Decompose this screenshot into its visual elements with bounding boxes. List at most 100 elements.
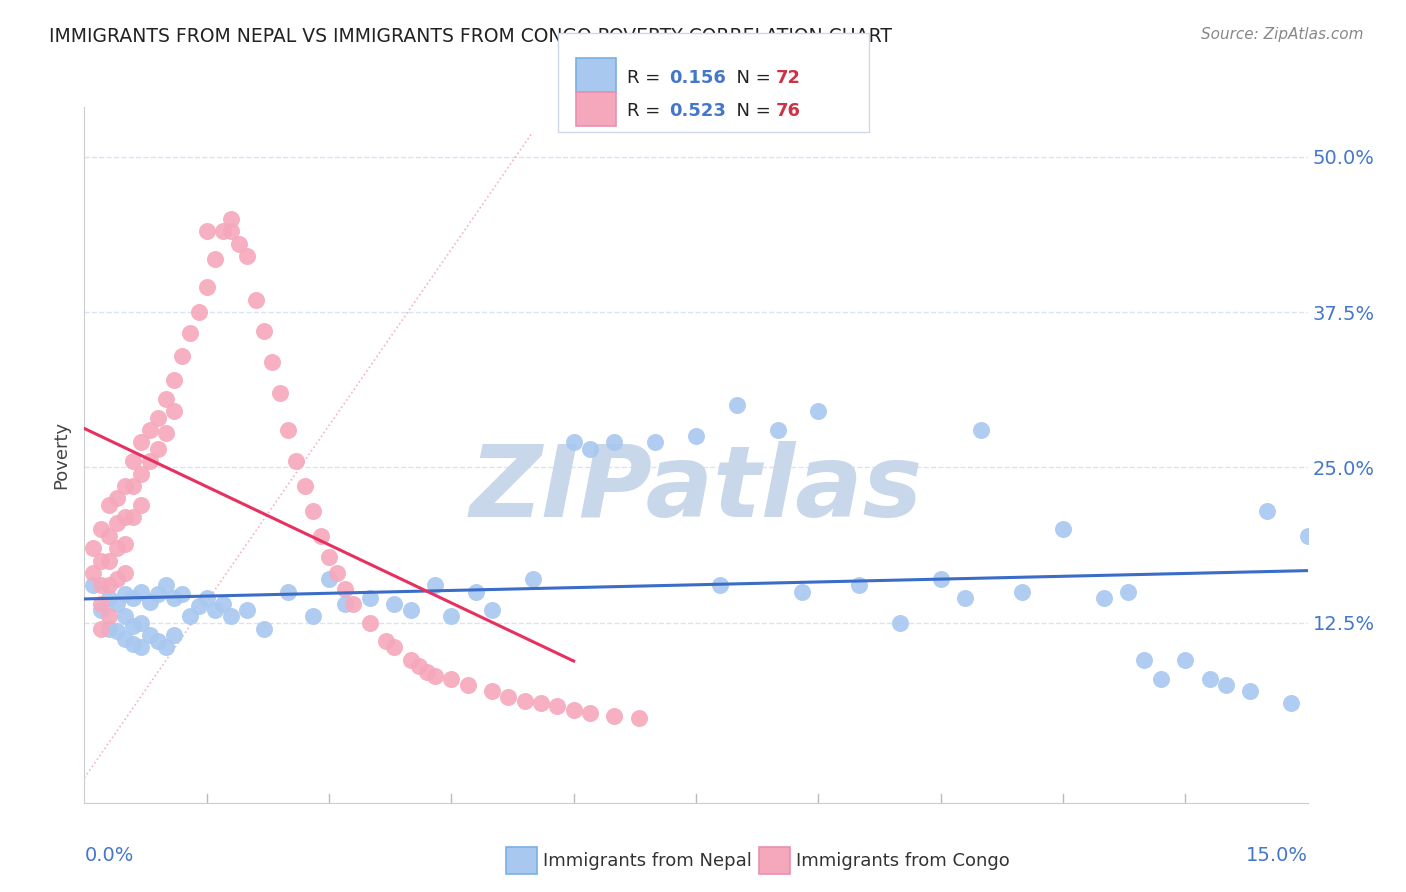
Point xyxy=(131,467,153,481)
Point xyxy=(97,498,120,512)
Point xyxy=(228,236,250,251)
Point xyxy=(399,603,422,617)
Point xyxy=(122,591,145,605)
Text: 72: 72 xyxy=(776,69,801,87)
Point xyxy=(382,640,405,655)
Point xyxy=(807,404,830,418)
Point xyxy=(138,454,160,468)
Point xyxy=(725,398,748,412)
Point xyxy=(172,587,194,601)
Point xyxy=(90,523,112,537)
Text: N =: N = xyxy=(725,103,778,120)
Text: 15.0%: 15.0% xyxy=(1246,847,1308,865)
Point xyxy=(155,640,177,655)
Point xyxy=(301,609,323,624)
Point xyxy=(179,609,201,624)
Point xyxy=(1011,584,1033,599)
Point xyxy=(546,698,568,713)
Point xyxy=(122,637,145,651)
Point xyxy=(187,305,209,319)
Point xyxy=(105,597,128,611)
Point xyxy=(326,566,349,580)
Point xyxy=(131,584,153,599)
Text: ZIPatlas: ZIPatlas xyxy=(470,442,922,538)
Point xyxy=(219,211,242,226)
Point xyxy=(138,594,160,608)
Point xyxy=(97,529,120,543)
Point xyxy=(155,425,177,440)
Point xyxy=(457,678,479,692)
Point xyxy=(848,578,870,592)
Text: 0.156: 0.156 xyxy=(669,69,725,87)
Point xyxy=(105,491,128,506)
Point xyxy=(260,355,283,369)
Point xyxy=(399,653,422,667)
Point xyxy=(138,628,160,642)
Point xyxy=(122,619,145,633)
Point xyxy=(105,516,128,531)
Point xyxy=(481,684,503,698)
Point xyxy=(359,591,381,605)
Point xyxy=(481,603,503,617)
Point xyxy=(155,578,177,592)
Point xyxy=(204,252,226,266)
Point xyxy=(423,578,446,592)
Point xyxy=(114,566,136,580)
Text: Immigrants from Nepal: Immigrants from Nepal xyxy=(543,852,752,870)
Point xyxy=(131,615,153,630)
Point xyxy=(382,597,405,611)
Point xyxy=(440,672,463,686)
Point xyxy=(105,624,128,639)
Point xyxy=(953,591,976,605)
Point xyxy=(105,572,128,586)
Point xyxy=(579,706,602,721)
Point xyxy=(105,541,128,555)
Point xyxy=(318,549,340,564)
Text: Immigrants from Congo: Immigrants from Congo xyxy=(796,852,1010,870)
Point xyxy=(766,423,789,437)
Point xyxy=(269,385,291,400)
Point xyxy=(1296,529,1319,543)
Point xyxy=(1092,591,1115,605)
Point xyxy=(82,541,104,555)
Point xyxy=(195,591,218,605)
Point xyxy=(90,597,112,611)
Point xyxy=(146,587,169,601)
Point xyxy=(236,603,259,617)
Point xyxy=(90,622,112,636)
Point xyxy=(416,665,439,680)
Point xyxy=(97,578,120,592)
Point xyxy=(219,224,242,238)
Text: 76: 76 xyxy=(776,103,801,120)
Point xyxy=(90,578,112,592)
Point xyxy=(163,628,186,642)
Point xyxy=(342,597,364,611)
Point xyxy=(790,584,813,599)
Point xyxy=(970,423,993,437)
Text: N =: N = xyxy=(725,69,778,87)
Point xyxy=(1133,653,1156,667)
Point xyxy=(195,280,218,294)
Point xyxy=(114,537,136,551)
Point xyxy=(90,603,112,617)
Text: 0.0%: 0.0% xyxy=(84,847,134,865)
Point xyxy=(709,578,731,592)
Text: R =: R = xyxy=(627,69,666,87)
Point xyxy=(423,669,446,683)
Point xyxy=(97,553,120,567)
Point xyxy=(122,510,145,524)
Point xyxy=(1116,584,1139,599)
Point xyxy=(1256,504,1278,518)
Text: 0.523: 0.523 xyxy=(669,103,725,120)
Point xyxy=(97,622,120,636)
Point xyxy=(685,429,707,443)
Point xyxy=(212,597,235,611)
Point xyxy=(163,404,186,418)
Point xyxy=(1239,684,1261,698)
Point xyxy=(277,584,299,599)
Point xyxy=(114,609,136,624)
Point xyxy=(335,582,357,596)
Point xyxy=(219,609,242,624)
Point xyxy=(82,566,104,580)
Point xyxy=(1174,653,1197,667)
